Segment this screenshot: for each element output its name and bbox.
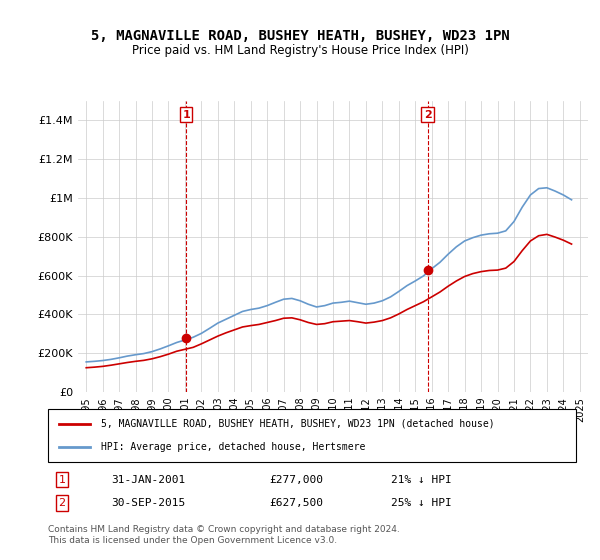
Text: 5, MAGNAVILLE ROAD, BUSHEY HEATH, BUSHEY, WD23 1PN: 5, MAGNAVILLE ROAD, BUSHEY HEATH, BUSHEY…: [91, 29, 509, 44]
Text: 21% ↓ HPI: 21% ↓ HPI: [391, 475, 452, 485]
Text: 2: 2: [59, 498, 65, 508]
Text: 2: 2: [424, 110, 431, 119]
Text: Price paid vs. HM Land Registry's House Price Index (HPI): Price paid vs. HM Land Registry's House …: [131, 44, 469, 57]
Text: HPI: Average price, detached house, Hertsmere: HPI: Average price, detached house, Hert…: [101, 442, 365, 452]
Text: £277,000: £277,000: [270, 475, 324, 485]
Text: 5, MAGNAVILLE ROAD, BUSHEY HEATH, BUSHEY, WD23 1PN (detached house): 5, MAGNAVILLE ROAD, BUSHEY HEATH, BUSHEY…: [101, 419, 494, 429]
Text: This data is licensed under the Open Government Licence v3.0.: This data is licensed under the Open Gov…: [48, 536, 337, 545]
FancyBboxPatch shape: [48, 409, 576, 462]
Text: 25% ↓ HPI: 25% ↓ HPI: [391, 498, 452, 508]
Text: 30-SEP-2015: 30-SEP-2015: [112, 498, 185, 508]
Text: 1: 1: [182, 110, 190, 119]
Text: Contains HM Land Registry data © Crown copyright and database right 2024.: Contains HM Land Registry data © Crown c…: [48, 525, 400, 534]
Text: 1: 1: [59, 475, 65, 485]
Text: 31-JAN-2001: 31-JAN-2001: [112, 475, 185, 485]
Text: £627,500: £627,500: [270, 498, 324, 508]
